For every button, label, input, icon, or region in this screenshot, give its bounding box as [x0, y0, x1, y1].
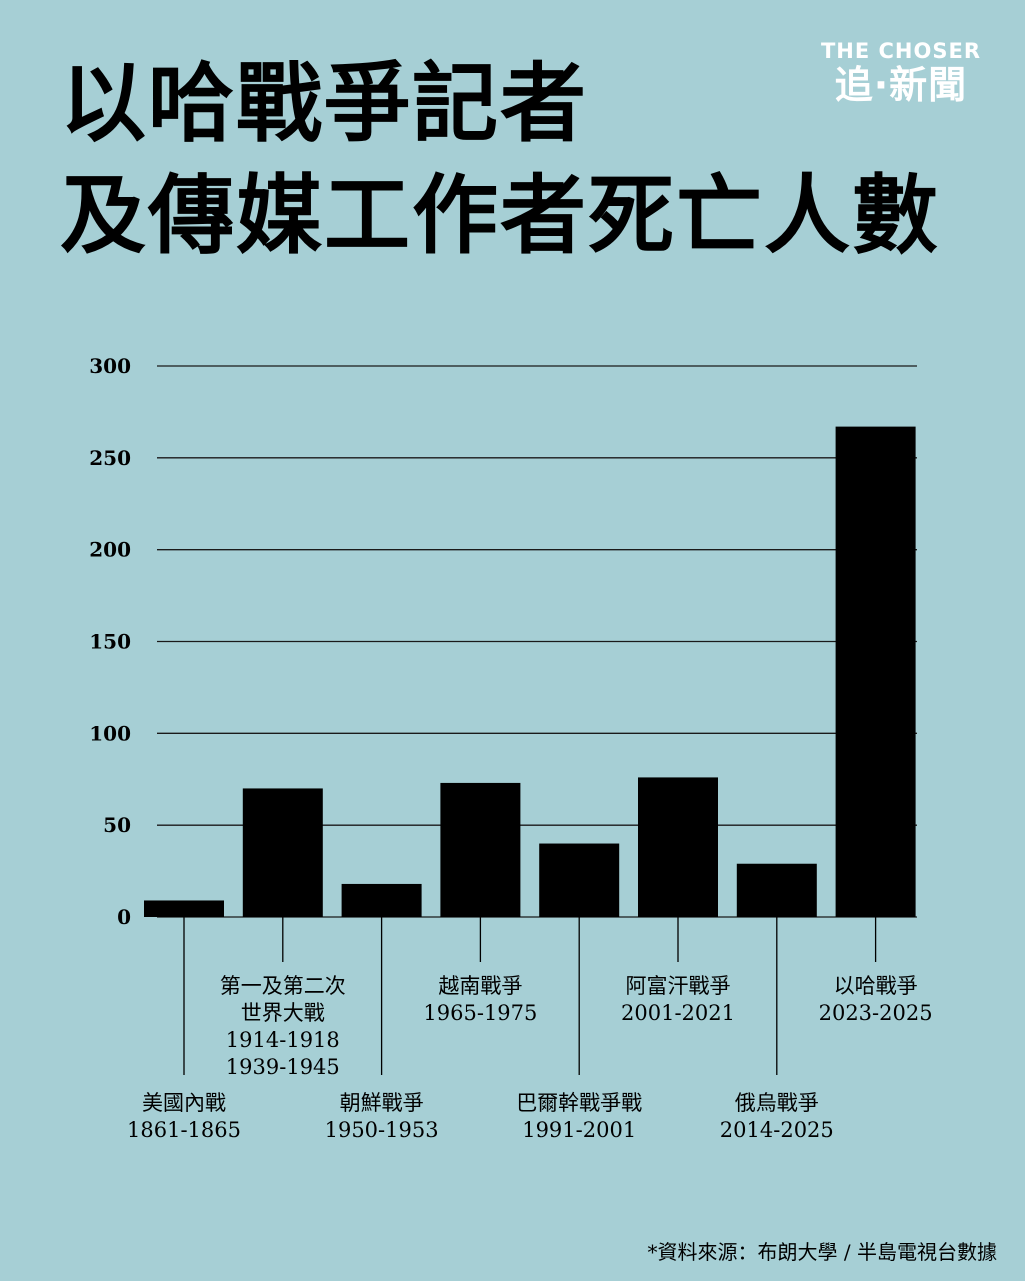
category-label: 1965-1975	[423, 1001, 537, 1025]
category-label: 第一及第二次	[220, 974, 346, 998]
title-line-2: 及傳媒工作者死亡人數	[60, 165, 940, 266]
category-label: 世界大戰	[241, 1001, 325, 1025]
title-line-1: 以哈戰爭記者	[60, 53, 588, 154]
bars	[144, 426, 916, 917]
gridlines	[157, 365, 917, 918]
category-label: 1861-1865	[127, 1118, 241, 1142]
y-axis-ticks: 0 50 100 150 200 250 300	[89, 354, 131, 929]
category-label: 2014-2025	[720, 1118, 834, 1142]
y-tick-label: 0	[117, 905, 131, 929]
category-label: 1939-1945	[226, 1055, 340, 1079]
category-label: 越南戰爭	[438, 974, 522, 998]
bar	[638, 777, 718, 917]
bar	[144, 900, 224, 917]
page-title: 以哈戰爭記者 及傳媒工作者死亡人數	[60, 48, 940, 272]
category-label: 1950-1953	[325, 1118, 439, 1142]
bar	[440, 782, 521, 917]
y-tick-label: 100	[89, 721, 131, 745]
y-tick-label: 250	[89, 446, 131, 470]
bar	[736, 863, 817, 917]
brand-logo: THE CHOSER 追·新聞	[821, 40, 981, 108]
y-tick-label: 200	[89, 538, 131, 562]
category-label: 以哈戰爭	[834, 974, 918, 998]
category-label: 朝鮮戰爭	[340, 1091, 424, 1115]
y-tick-label: 300	[89, 354, 131, 378]
brand-english: THE CHOSER	[820, 39, 981, 63]
category-label: 美國內戰	[142, 1091, 226, 1115]
category-label: 1991-2001	[522, 1118, 636, 1142]
y-tick-label: 150	[89, 630, 131, 654]
y-tick-label: 50	[103, 813, 131, 837]
bar	[242, 788, 323, 917]
category-label: 2023-2025	[819, 1001, 933, 1025]
bar	[341, 883, 422, 917]
category-label: 1914-1918	[226, 1028, 340, 1052]
category-label: 俄烏戰爭	[735, 1091, 819, 1115]
bar-chart: 0 50 100 150 200 250 300 美國內戰 1861-1865 第一及第二次世界…	[89, 354, 933, 1142]
category-label: 巴爾幹戰爭戰	[516, 1091, 642, 1115]
source-note: *資料來源：布朗大學 / 半島電視台數據	[647, 1240, 997, 1264]
brand-chinese: 追·新聞	[834, 63, 968, 107]
bar	[539, 843, 620, 917]
bar	[835, 426, 916, 917]
category-label: 阿富汗戰爭	[626, 974, 731, 998]
category-label: 2001-2021	[621, 1001, 735, 1025]
